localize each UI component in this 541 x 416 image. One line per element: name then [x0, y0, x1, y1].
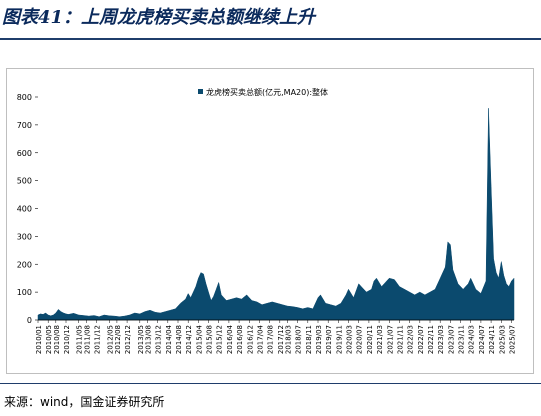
legend-label: 龙虎榜买卖总额(亿元,MA20):整体	[206, 87, 328, 97]
x-tick-label: 2017/04	[256, 324, 264, 354]
x-tick-label: 2022/07	[417, 325, 425, 354]
x-tick-label: 2024/07	[478, 325, 486, 354]
x-tick-label: 2018/03	[284, 325, 292, 354]
x-tick-label: 2020/07	[356, 325, 364, 354]
x-tick-label: 2010/01	[35, 325, 43, 354]
x-tick-label: 2015/12	[216, 325, 224, 354]
y-tick-label: 700	[17, 121, 32, 130]
x-tick-label: 2019/03	[315, 325, 323, 354]
y-tick-label: 200	[17, 260, 32, 269]
x-tick-label: 2015/08	[206, 325, 214, 354]
x-tick-label: 2012/05	[106, 325, 114, 354]
x-tick-label: 2012/12	[124, 325, 132, 354]
x-tick-label: 2013/08	[144, 325, 152, 354]
area-chart: 龙虎榜买卖总额(亿元,MA20):整体 0 100 200 300 400 500 600 70…	[17, 87, 517, 354]
x-tick-label: 2021/07	[386, 325, 394, 354]
y-tick-label: 0	[27, 316, 32, 325]
x-tick-label: 2011/08	[83, 325, 91, 354]
x-tick-label: 2018/07	[295, 325, 303, 354]
x-tick-label: 2015/04	[195, 324, 203, 354]
x-tick-label: 2025/03	[498, 325, 506, 354]
x-tick-label: 2019/07	[325, 325, 333, 354]
x-tick-label: 2016/12	[246, 325, 254, 354]
x-tick-label: 2011/05	[76, 325, 84, 354]
x-tick-label: 2011/12	[94, 325, 102, 354]
y-tick-label: 300	[17, 232, 32, 241]
x-tick-label: 2013/12	[155, 325, 163, 354]
x-tick-label: 2016/08	[236, 325, 244, 354]
x-tick-label: 2025/07	[508, 325, 516, 354]
x-tick-label: 2017/08	[267, 325, 275, 354]
x-tick-label: 2012/08	[114, 325, 122, 354]
x-tick-label: 2010/12	[63, 325, 71, 354]
x-tick-label: 2024/03	[468, 325, 476, 354]
x-tick-label: 2018/11	[305, 325, 313, 354]
y-tick-label: 600	[17, 149, 32, 158]
source-note: 来源：wind，国金证券研究所	[4, 395, 165, 409]
figure-title: 图表41：上周龙虎榜买卖总额继续上升	[2, 7, 316, 28]
x-tick-label: 2021/11	[396, 325, 404, 354]
x-tick-label: 2021/03	[376, 325, 384, 354]
x-tick-label: 2020/03	[346, 325, 354, 354]
chart-frame	[6, 68, 534, 374]
x-tick-label: 2022/11	[427, 325, 435, 354]
x-tick-label: 2023/07	[447, 325, 455, 354]
y-tick-label: 500	[17, 177, 32, 186]
x-tick-label: 2014/04	[165, 324, 173, 354]
series-area	[37, 108, 515, 321]
x-tick-label: 2020/11	[366, 325, 374, 354]
x-tick-label: 2016/04	[226, 324, 234, 354]
x-tick-label: 2013/05	[137, 325, 145, 354]
x-tick-label: 2010/05	[45, 325, 53, 354]
legend-swatch	[198, 89, 203, 94]
x-tick-label: 2023/03	[437, 325, 445, 354]
x-tick-label: 2019/11	[335, 325, 343, 354]
x-tick-label: 2010/08	[53, 325, 61, 354]
y-tick-label: 800	[17, 93, 32, 102]
title-divider	[0, 38, 541, 40]
source-divider	[0, 383, 541, 384]
x-tick-label: 2024/11	[488, 325, 496, 354]
x-tick-label: 2014/08	[175, 325, 183, 354]
x-tick-label: 2017/12	[277, 325, 285, 354]
x-tick-label: 2022/03	[407, 325, 415, 354]
y-tick-label: 100	[17, 288, 32, 297]
x-tick-label: 2014/12	[185, 325, 193, 354]
x-tick-label: 2023/11	[458, 325, 466, 354]
y-tick-label: 400	[17, 205, 32, 214]
